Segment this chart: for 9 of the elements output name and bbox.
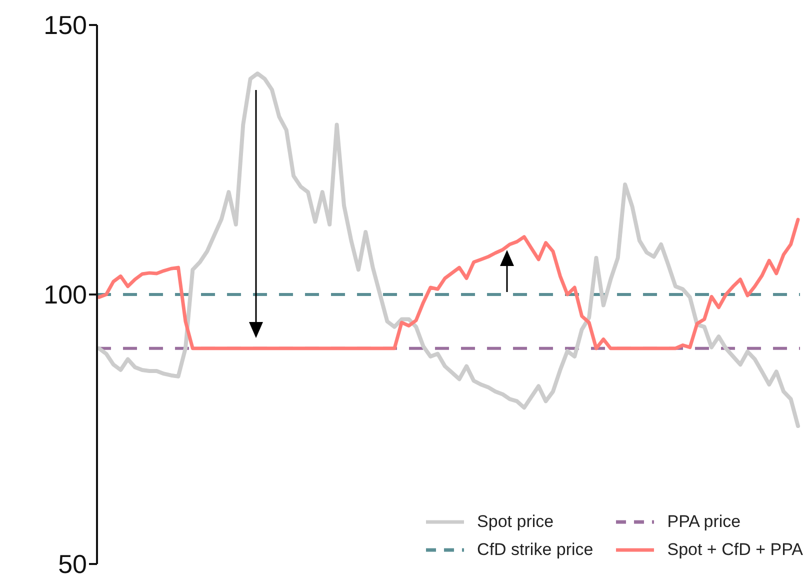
legend-label: CfD strike price xyxy=(477,540,594,560)
legend-label: Spot price xyxy=(477,512,554,532)
legend-label: PPA price xyxy=(667,512,741,532)
y-tick-label: 150 xyxy=(44,10,87,40)
line-series xyxy=(97,72,800,428)
line-series xyxy=(97,218,800,350)
y-tick-label: 50 xyxy=(58,549,87,576)
y-tick-label: 100 xyxy=(44,280,87,310)
legend-label: Spot + CfD + PPA xyxy=(667,540,803,560)
